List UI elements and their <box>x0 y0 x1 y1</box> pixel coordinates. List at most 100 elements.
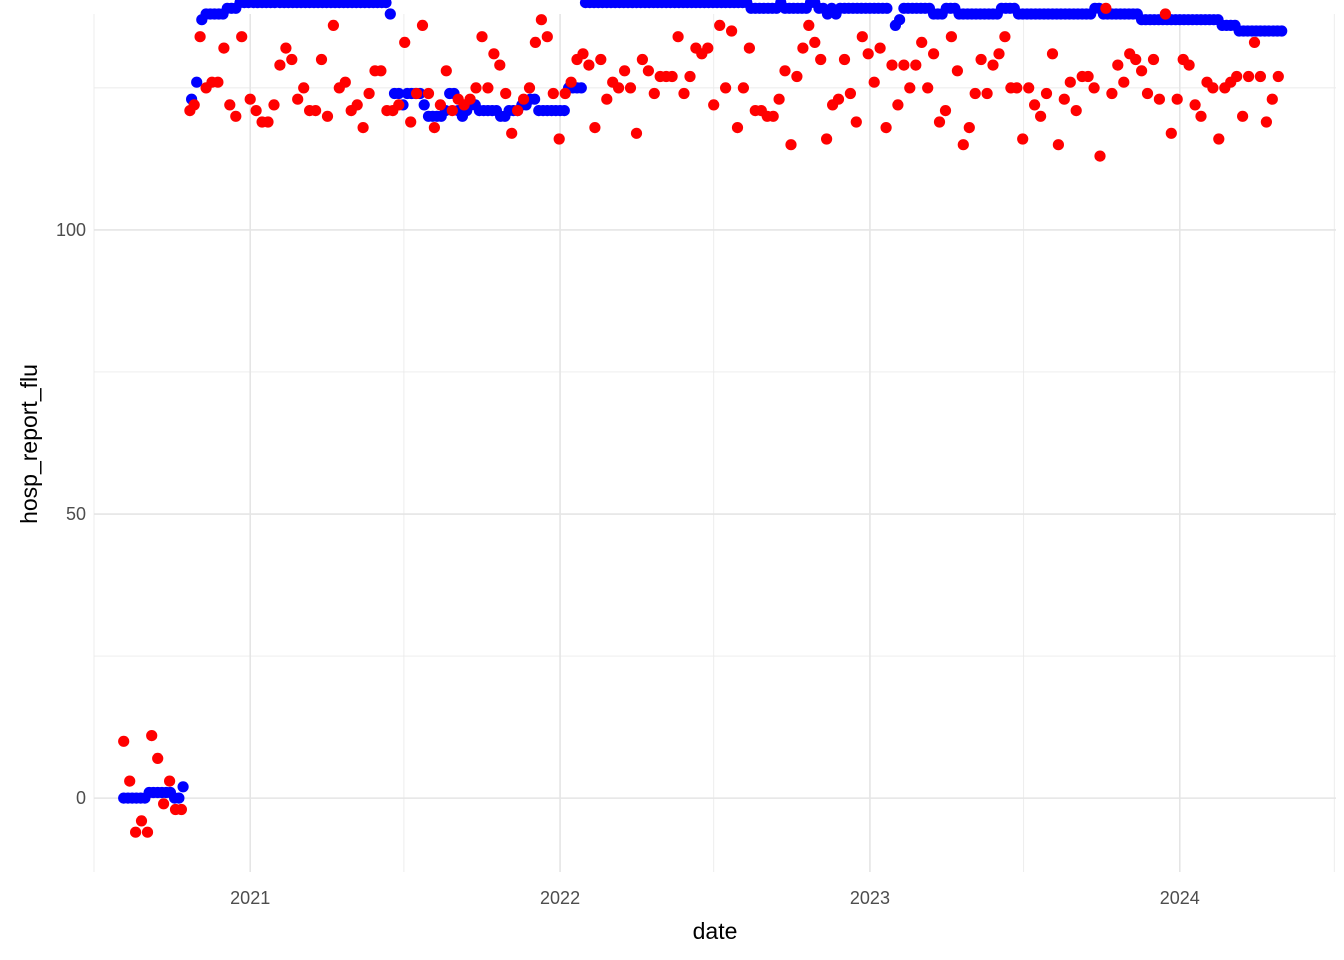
red-data-point <box>428 122 440 134</box>
red-data-point <box>236 31 248 43</box>
red-data-point <box>146 730 158 742</box>
blue-data-point <box>384 8 396 20</box>
red-data-point <box>850 116 862 128</box>
red-data-point <box>595 53 607 66</box>
red-data-point <box>1088 82 1100 94</box>
red-data-point <box>1040 87 1053 100</box>
red-data-point <box>1266 93 1278 105</box>
red-data-point <box>708 99 720 111</box>
blue-data-point <box>529 93 541 105</box>
red-data-point <box>844 87 857 100</box>
red-data-point <box>815 53 827 66</box>
red-data-point <box>175 803 187 816</box>
red-data-point <box>731 122 744 134</box>
red-data-point <box>523 82 536 94</box>
y-axis-title: hosp_report_flu <box>16 364 42 524</box>
red-data-point <box>726 25 738 37</box>
red-data-point <box>916 36 928 49</box>
red-data-point <box>939 105 952 117</box>
red-data-point <box>292 93 304 105</box>
red-data-point <box>619 65 631 77</box>
x-axis-title: date <box>693 918 738 944</box>
red-data-point <box>1136 65 1148 77</box>
red-data-point <box>957 139 969 151</box>
red-data-point <box>357 122 369 134</box>
red-data-point <box>152 752 164 765</box>
red-data-point <box>547 87 559 100</box>
red-data-point <box>880 122 892 134</box>
red-data-point <box>553 133 565 145</box>
red-data-point <box>868 76 880 88</box>
x-tick-label: 2024 <box>1160 888 1200 908</box>
red-data-point <box>969 87 981 100</box>
red-data-point <box>1100 2 1112 14</box>
red-data-point <box>422 87 435 100</box>
blue-data-point <box>380 0 392 9</box>
red-data-point <box>1046 48 1059 60</box>
red-data-point <box>945 31 958 43</box>
red-data-point <box>838 53 851 66</box>
red-data-point <box>393 99 405 111</box>
red-data-point <box>1243 70 1255 83</box>
red-data-point <box>482 82 494 94</box>
red-data-point <box>194 31 206 43</box>
red-data-point <box>898 59 910 71</box>
blue-data-point <box>418 99 430 111</box>
red-data-point <box>1017 133 1029 145</box>
red-data-point <box>1064 76 1076 88</box>
y-tick-label: 50 <box>66 504 86 524</box>
red-data-point <box>363 87 375 100</box>
red-data-point <box>298 82 310 94</box>
red-data-point <box>856 31 868 43</box>
red-data-point <box>476 31 488 43</box>
red-data-point <box>666 70 678 83</box>
red-data-point <box>702 42 714 54</box>
red-data-point <box>130 826 142 838</box>
red-data-point <box>1058 93 1070 105</box>
red-data-point <box>648 87 660 100</box>
red-data-point <box>624 82 637 94</box>
red-data-point <box>773 93 785 105</box>
red-data-point <box>321 110 334 122</box>
red-data-point <box>529 36 542 49</box>
red-data-point <box>910 59 922 71</box>
blue-data-point <box>881 2 893 14</box>
data-points <box>118 0 1288 838</box>
red-data-point <box>434 99 446 111</box>
x-tick-label: 2021 <box>230 888 270 908</box>
red-data-point <box>250 105 262 117</box>
red-data-point <box>1112 59 1124 71</box>
red-data-point <box>1052 139 1064 151</box>
red-data-point <box>188 99 200 111</box>
red-data-point <box>1189 99 1201 111</box>
red-data-point <box>672 31 684 43</box>
red-data-point <box>280 42 292 54</box>
red-data-point <box>630 127 643 139</box>
red-data-point <box>1248 36 1261 49</box>
red-data-point <box>135 815 148 827</box>
red-data-point <box>963 122 975 134</box>
red-data-point <box>511 105 524 117</box>
red-data-point <box>1254 70 1266 83</box>
red-data-point <box>874 42 886 54</box>
red-data-point <box>583 59 595 71</box>
red-data-point <box>488 48 500 60</box>
red-data-point <box>310 105 322 117</box>
blue-data-point <box>558 105 570 117</box>
red-data-point <box>1141 87 1154 100</box>
blue-data-point <box>393 87 405 100</box>
x-tick-label: 2022 <box>540 888 580 908</box>
red-data-point <box>684 70 696 83</box>
x-tick-label: 2023 <box>850 888 890 908</box>
red-data-point <box>1023 82 1035 94</box>
red-data-point <box>565 76 577 88</box>
red-data-point <box>1207 82 1219 94</box>
red-data-point <box>642 65 655 77</box>
red-data-point <box>268 99 280 111</box>
red-data-point <box>244 93 256 105</box>
red-data-point <box>416 19 429 31</box>
red-data-point <box>559 87 571 100</box>
red-data-point <box>118 735 130 747</box>
red-data-point <box>743 42 756 54</box>
